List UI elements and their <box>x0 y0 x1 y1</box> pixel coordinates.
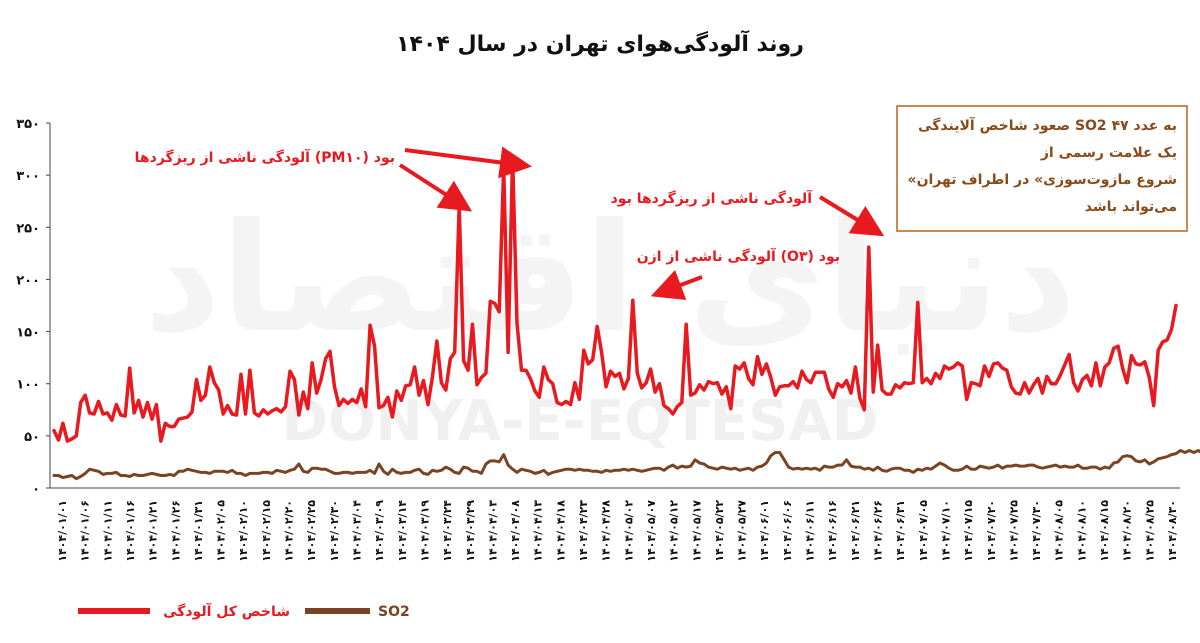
annotation-ozone: آلودگی ناشی از ازن (O۳) بود <box>637 247 840 265</box>
x-axis: ۱۴۰۴/۰۱/۰۱ ۱۴۰۴/۰۱/۰۶ ۱۴۰۴/۰۱/۱۱ ۱۴۰۴/۰۱/۱۶… <box>50 487 1180 562</box>
x-tick-label: ۱۴۰۴/۰۱/۱۶ <box>124 500 137 562</box>
legend-label-pollution-index: شاخص کل آلودگی <box>163 602 290 620</box>
annotation-pm10-arrow-1 <box>398 163 473 212</box>
annotation-pm10: آلودگی ناشی از ریزگردها (PM۱۰) بود <box>135 148 395 166</box>
x-tick-label: ۱۴۰۴/۰۴/۱۸ <box>554 500 567 562</box>
x-tick-label: ۱۴۰۴/۰۵/۰۷ <box>645 500 658 562</box>
so2-note-box: صعود شاخص آلایندگی SO2 به عدد ۴۷ یک علام… <box>896 105 1188 232</box>
x-tick-label: ۱۴۰۴/۰۶/۲۶ <box>872 500 885 562</box>
x-tick-label: ۱۴۰۴/۰۵/۲۲ <box>713 500 726 562</box>
x-tick-label: ۱۴۰۴/۰۲/۳۰ <box>328 500 341 562</box>
x-tick-label: ۱۴۰۴/۰۳/۰۴ <box>350 500 363 562</box>
so2-note-line-3: «شروع مازوت‌سوزی» در اطراف تهران <box>908 172 1177 188</box>
annotation-ozone-arrow <box>650 269 703 300</box>
x-tick-label: ۱۴۰۴/۰۲/۱۵ <box>260 500 273 562</box>
x-tick-label: ۱۴۰۴/۰۴/۰۸ <box>509 500 522 562</box>
x-tick-label: ۱۴۰۴/۰۴/۲۸ <box>600 500 613 562</box>
x-tick-label: ۱۴۰۴/۰۳/۱۹ <box>418 500 431 562</box>
x-tick-label: ۱۴۰۴/۰۱/۰۶ <box>79 500 92 562</box>
x-tick-label: ۱۴۰۴/۰۲/۰۵ <box>215 500 228 562</box>
x-tick-label: ۱۴۰۴/۰۷/۳۰ <box>1030 500 1043 562</box>
series-layer <box>52 154 1200 481</box>
x-tick-label: ۱۴۰۴/۰۲/۱۰ <box>237 500 250 562</box>
so2-note-line-4: می‌تواند باشد <box>1085 199 1177 215</box>
x-tick-label: ۱۴۰۴/۰۵/۱۲ <box>668 500 681 562</box>
so2-note-border <box>896 105 1188 232</box>
x-tick-label: ۱۴۰۴/۰۷/۱۵ <box>962 500 975 562</box>
x-tick-label: ۱۴۰۴/۰۸/۱۵ <box>1098 500 1111 562</box>
x-tick-label: ۱۴۰۴/۰۱/۰۱ <box>56 500 69 562</box>
y-tick-label: ۱۵۰ <box>16 326 40 341</box>
y-tick-label: ۲۰۰ <box>16 273 40 288</box>
x-tick-label: ۱۴۰۴/۰۶/۰۱ <box>758 500 771 562</box>
legend-label-so2: SO2 <box>378 604 410 620</box>
x-tick-label: ۱۴۰۴/۰۸/۰۵ <box>1053 500 1066 562</box>
x-tick-label: ۱۴۰۴/۰۲/۲۵ <box>305 500 318 562</box>
x-tick-label: ۱۴۰۴/۰۶/۱۱ <box>804 500 817 562</box>
x-tick-label: ۱۴۰۴/۰۱/۲۱ <box>147 500 160 562</box>
x-tick-label: ۱۴۰۴/۰۷/۲۵ <box>1007 500 1020 562</box>
annotation-dust: آلودگی ناشی از ریزگردها بود <box>611 189 814 207</box>
x-tick-label: ۱۴۰۴/۰۸/۱۰ <box>1075 500 1088 562</box>
y-tick-label: ۳۵۰ <box>16 117 40 132</box>
x-tick-label: ۱۴۰۴/۰۶/۰۶ <box>781 500 794 562</box>
x-tick-label: ۱۴۰۴/۰۵/۱۷ <box>690 500 703 562</box>
x-tick-label: ۱۴۰۴/۰۶/۲۱ <box>849 500 862 562</box>
x-tick-label: ۱۴۰۴/۰۳/۲۹ <box>464 500 477 562</box>
x-tick-label: ۱۴۰۴/۰۶/۱۶ <box>826 500 839 562</box>
x-tick-label: ۱۴۰۴/۰۳/۰۹ <box>373 500 386 562</box>
y-tick-label: ۳۰۰ <box>16 169 40 184</box>
x-tick-label: ۱۴۰۴/۰۴/۰۳ <box>486 500 499 562</box>
annotation-pm10-arrow-2 <box>404 146 532 179</box>
chart-title: روند آلودگی‌هوای تهران در سال ۱۴۰۴ <box>396 29 804 57</box>
x-tick-label: ۱۴۰۴/۰۵/۰۲ <box>622 500 635 562</box>
y-tick-label: ۲۵۰ <box>16 221 40 236</box>
y-tick-label: ۵۰ <box>24 430 40 445</box>
x-tick-label: ۱۴۰۴/۰۱/۱۱ <box>101 500 114 562</box>
x-tick-label: ۱۴۰۴/۰۶/۳۱ <box>894 500 907 562</box>
x-tick-label: ۱۴۰۴/۰۴/۱۳ <box>532 500 545 562</box>
x-tick-label: ۱۴۰۴/۰۳/۱۴ <box>396 500 409 562</box>
annotations: آلودگی ناشی از ریزگردها (PM۱۰) بود آلودگ… <box>135 146 885 300</box>
series-line-so2 <box>52 449 1200 481</box>
annotation-dust-arrow <box>818 195 885 237</box>
x-tick-label: ۱۴۰۴/۰۸/۲۵ <box>1143 500 1156 562</box>
x-tick-label: ۱۴۰۴/۰۱/۳۱ <box>192 500 205 562</box>
so2-note-line-1: صعود شاخص آلایندگی SO2 به عدد ۴۷ <box>918 116 1177 134</box>
x-tick-label: ۱۴۰۴/۰۱/۲۶ <box>169 500 182 562</box>
x-tick-label: ۱۴۰۴/۰۸/۳۰ <box>1166 500 1179 562</box>
x-tick-label: ۱۴۰۴/۰۷/۱۰ <box>939 500 952 562</box>
series-line-pollution-index <box>52 154 1178 443</box>
x-tick-label: ۱۴۰۴/۰۷/۰۵ <box>917 500 930 562</box>
so2-note-line-2: یک علامت رسمی از <box>1040 145 1177 161</box>
y-axis: ۰ ۵۰ ۱۰۰ ۱۵۰ ۲۰۰ ۲۵۰ ۳۰۰ ۳۵۰ <box>16 117 51 497</box>
x-tick-label: ۱۴۰۴/۰۴/۲۳ <box>577 500 590 562</box>
legend: شاخص کل آلودگی SO2 <box>78 602 410 620</box>
x-tick-label: ۱۴۰۴/۰۳/۲۴ <box>441 500 454 562</box>
y-tick-label: ۱۰۰ <box>16 378 40 393</box>
x-tick-label: ۱۴۰۴/۰۸/۲۰ <box>1121 500 1134 562</box>
x-tick-label: ۱۴۰۴/۰۲/۲۰ <box>283 500 296 562</box>
x-tick-label: ۱۴۰۴/۰۷/۲۰ <box>985 500 998 562</box>
x-tick-label: ۱۴۰۴/۰۵/۲۷ <box>736 500 749 562</box>
y-tick-label: ۰ <box>32 482 40 497</box>
